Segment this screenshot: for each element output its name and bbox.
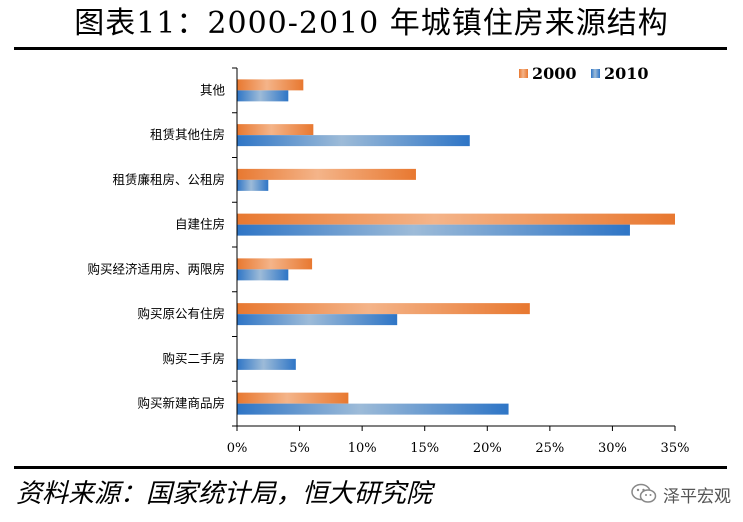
legend-swatch-2000 (519, 69, 528, 78)
category-label: 购买新建商品房 (137, 396, 225, 411)
bar-2000-4 (237, 258, 313, 270)
legend-label-2000: 2000 (532, 64, 577, 83)
category-label: 自建住房 (175, 217, 225, 232)
bar-2010-3 (237, 224, 630, 236)
bar-chart: 其他租赁其他住房租赁廉租房、公租房自建住房购买经济适用房、两限房购买原公有住房购… (87, 64, 690, 456)
x-tick-label: 35% (661, 441, 690, 456)
x-tick-label: 10% (348, 441, 377, 456)
x-tick-label: 15% (410, 441, 439, 456)
x-tick-label: 20% (473, 441, 502, 456)
page-title: 图表11：2000-2010 年城镇住房来源结构 (74, 6, 669, 41)
bar-2010-0 (237, 90, 289, 102)
watermark: 泽平宏观 (631, 478, 731, 510)
category-label: 购买原公有住房 (137, 306, 225, 321)
wechat-icon (631, 483, 657, 503)
bar-2010-4 (237, 269, 289, 281)
bar-2000-5 (237, 303, 530, 315)
bar-2010-1 (237, 135, 470, 147)
x-tick-label: 0% (227, 441, 248, 456)
bar-2000-3 (237, 213, 675, 225)
footer-divider (14, 466, 727, 469)
bar-2000-2 (237, 168, 416, 180)
x-tick-label: 30% (598, 441, 627, 456)
source-note: 资料来源：国家统计局，恒大研究院 (16, 479, 433, 509)
category-label: 其他 (200, 82, 226, 97)
bar-2010-2 (237, 179, 269, 191)
legend-label-2010: 2010 (604, 64, 649, 83)
category-label: 购买经济适用房、两限房 (87, 261, 225, 276)
legend-swatch-2010 (591, 69, 600, 78)
category-label: 租赁其他住房 (150, 127, 225, 142)
x-tick-label: 5% (289, 441, 310, 456)
bar-2010-6 (237, 358, 296, 370)
watermark-text: 泽平宏观 (663, 486, 731, 507)
bar-2000-1 (237, 124, 314, 136)
bar-2000-0 (237, 79, 304, 91)
category-label: 租赁廉租房、公租房 (112, 172, 225, 187)
x-tick-label: 25% (535, 441, 564, 456)
bar-2000-7 (237, 392, 349, 404)
title-divider (14, 47, 727, 50)
category-label: 购买二手房 (162, 351, 225, 366)
bar-2010-7 (237, 403, 509, 415)
bar-2010-5 (237, 314, 398, 326)
